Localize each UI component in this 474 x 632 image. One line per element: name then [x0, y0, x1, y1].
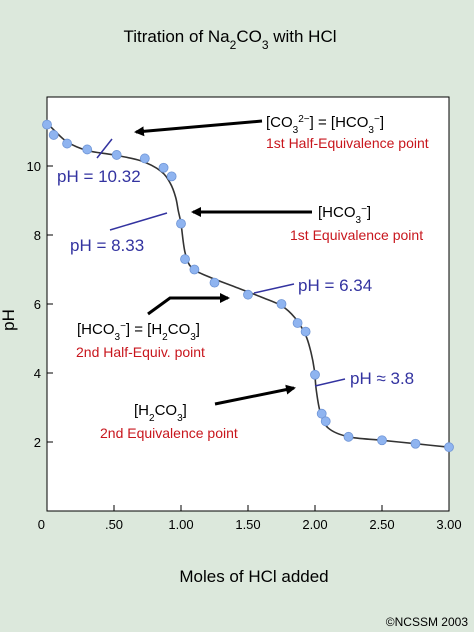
y-tick-label-3: 8: [34, 228, 41, 243]
annotation-half-equivalence-2: pH = 6.34 [HCO3−] = [H2CO3] 2nd Half-Equ…: [76, 276, 372, 360]
annotation-eq2-label: [H2CO3]: [134, 402, 187, 424]
annotation-eq1-caption: 1st Equivalence point: [290, 227, 423, 243]
annotation-half-equivalence-1: [CO32−] = [HCO3−] 1st Half-Equivalence p…: [57, 114, 429, 187]
annotation-half2-caption: 2nd Half-Equiv. point: [76, 344, 205, 360]
x-tick-label-3: 1.50: [235, 517, 260, 532]
annotation-equivalence-1: [HCO3−] 1st Equivalence point pH = 8.33: [70, 204, 423, 256]
x-tick-label-2: 1.00: [168, 517, 193, 532]
data-point-3: [82, 144, 93, 155]
data-point-2: [62, 138, 72, 149]
data-point-10: [189, 264, 200, 275]
y-axis-label: pH: [0, 309, 18, 331]
data-point-13: [276, 299, 287, 309]
annotation-half1-ph: pH = 10.32: [57, 167, 141, 186]
annotation-eq2-ph: pH ≈ 3.8: [350, 369, 414, 388]
data-point-20: [377, 435, 387, 446]
pointer-eq1: [109, 212, 168, 231]
annotation-eq1-ph: pH = 8.33: [70, 236, 144, 255]
data-point-16: [310, 369, 320, 380]
data-point-22: [444, 442, 454, 453]
y-tick-label-4: 10: [27, 159, 41, 174]
chart-title: Titration of Na2CO3 with HCl: [123, 27, 336, 52]
annotation-half1-caption: 1st Half-Equivalence point: [266, 135, 429, 151]
x-tick-label-6: 3.00: [436, 517, 461, 532]
data-point-0: [42, 119, 52, 130]
x-axis: 0 .50 1.00 1.50 2.00 2.50 3.00: [38, 505, 462, 532]
data-point-17: [316, 408, 327, 419]
data-point-6: [158, 162, 169, 173]
annotation-half1-label: [CO32−] = [HCO3−]: [266, 114, 384, 136]
y-tick-label-0: 2: [34, 435, 41, 450]
data-point-11: [209, 277, 220, 288]
annotation-eq1-label: [HCO3−]: [318, 204, 371, 226]
copyright-text: ©NCSSM 2003: [386, 615, 469, 629]
data-points: [42, 119, 454, 453]
data-point-14: [292, 318, 303, 328]
pointer-half1: [96, 138, 113, 159]
y-tick-label-1: 4: [34, 366, 41, 381]
data-point-4: [111, 150, 122, 160]
data-point-1: [48, 130, 59, 140]
x-tick-label-5: 2.50: [369, 517, 394, 532]
x-tick-label-0: 0: [38, 517, 45, 532]
plot-area: [46, 96, 450, 512]
annotation-equivalence-2: pH ≈ 3.8 [H2CO3] 2nd Equivalence point: [100, 369, 414, 441]
y-tick-label-2: 6: [34, 297, 41, 312]
data-point-12: [243, 289, 253, 300]
arrow-half2: [147, 293, 230, 316]
data-point-8: [176, 218, 186, 229]
pointer-eq2: [314, 378, 346, 387]
pointer-half2: [253, 283, 295, 294]
arrow-eq2: [214, 384, 296, 406]
annotation-eq2-caption: 2nd Equivalence point: [100, 425, 238, 441]
data-point-18: [320, 416, 331, 427]
x-axis-label: Moles of HCl added: [179, 567, 328, 586]
annotation-half2-label: [HCO3−] = [H2CO3]: [77, 321, 200, 343]
data-point-5: [139, 153, 150, 164]
arrow-half1: [134, 119, 263, 137]
x-tick-label-4: 2.00: [302, 517, 327, 532]
data-point-15: [300, 326, 311, 337]
data-point-7: [166, 171, 177, 182]
x-tick-label-1: .50: [105, 517, 123, 532]
y-axis: 2 4 6 8 10: [27, 159, 53, 450]
data-point-19: [343, 431, 354, 442]
data-point-21: [410, 438, 421, 449]
annotation-half2-ph: pH = 6.34: [298, 276, 372, 295]
data-point-9: [180, 254, 190, 265]
